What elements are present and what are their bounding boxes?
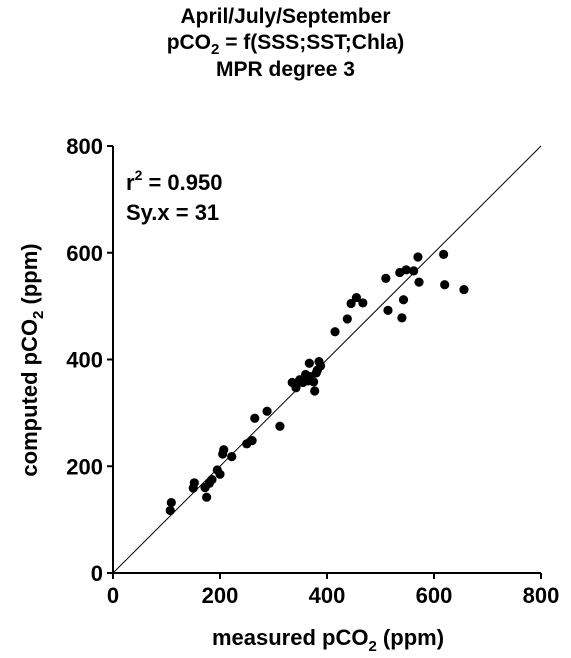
data-point bbox=[440, 280, 450, 290]
data-point bbox=[262, 406, 272, 416]
data-point bbox=[351, 292, 362, 303]
data-point bbox=[413, 252, 423, 262]
annotation-r-squared: r2 = 0.950 bbox=[126, 167, 223, 195]
data-point bbox=[166, 497, 176, 508]
data-point bbox=[291, 383, 301, 393]
data-point bbox=[342, 314, 352, 324]
data-point bbox=[250, 413, 260, 423]
chart-title-line-3: MPR degree 3 bbox=[216, 58, 355, 81]
x-tick-label: 0 bbox=[107, 583, 119, 608]
identity-line bbox=[112, 145, 542, 574]
data-point bbox=[346, 298, 356, 309]
data-point bbox=[215, 469, 225, 479]
chart-title-line-1: April/July/September bbox=[180, 5, 391, 28]
data-point bbox=[330, 327, 340, 337]
data-point bbox=[202, 492, 212, 502]
x-tick-label: 600 bbox=[416, 583, 453, 608]
data-point bbox=[165, 505, 175, 516]
y-tick-label: 400 bbox=[66, 348, 103, 373]
data-point bbox=[383, 305, 393, 315]
y-tick-label: 0 bbox=[91, 561, 103, 586]
data-point bbox=[409, 266, 419, 276]
tick-labels: 0 200 400 600 800 0 200 400 600 800 bbox=[66, 134, 559, 608]
data-point bbox=[358, 298, 368, 308]
chart-title-line-2: pCO2 = f(SSS;SST;Chla) bbox=[166, 31, 405, 59]
data-point bbox=[401, 265, 411, 275]
y-axis-label: computed pCO2 (ppm) bbox=[17, 243, 47, 476]
annotation-syx: Sy.x = 31 bbox=[126, 200, 219, 225]
data-point bbox=[397, 313, 407, 323]
data-point bbox=[189, 478, 199, 488]
data-point bbox=[219, 445, 229, 455]
x-axis-label: measured pCO2 (ppm) bbox=[212, 625, 444, 655]
data-point bbox=[247, 436, 257, 446]
y-tick-label: 600 bbox=[66, 241, 103, 266]
axes bbox=[107, 145, 542, 579]
data-point bbox=[459, 284, 469, 295]
data-point bbox=[309, 377, 319, 387]
data-point bbox=[398, 295, 409, 305]
x-tick-label: 200 bbox=[202, 583, 239, 608]
y-tick-label: 800 bbox=[66, 134, 103, 159]
data-point bbox=[227, 452, 237, 462]
data-point bbox=[414, 277, 424, 287]
data-points bbox=[165, 249, 469, 516]
data-point bbox=[381, 273, 391, 283]
data-point bbox=[275, 421, 285, 431]
data-point bbox=[315, 361, 326, 371]
data-point bbox=[304, 358, 314, 368]
x-tick-label: 800 bbox=[523, 583, 560, 608]
data-point bbox=[439, 249, 449, 259]
data-point bbox=[310, 386, 320, 396]
data-point bbox=[207, 474, 217, 485]
y-tick-label: 200 bbox=[66, 454, 103, 479]
x-tick-label: 400 bbox=[309, 583, 346, 608]
